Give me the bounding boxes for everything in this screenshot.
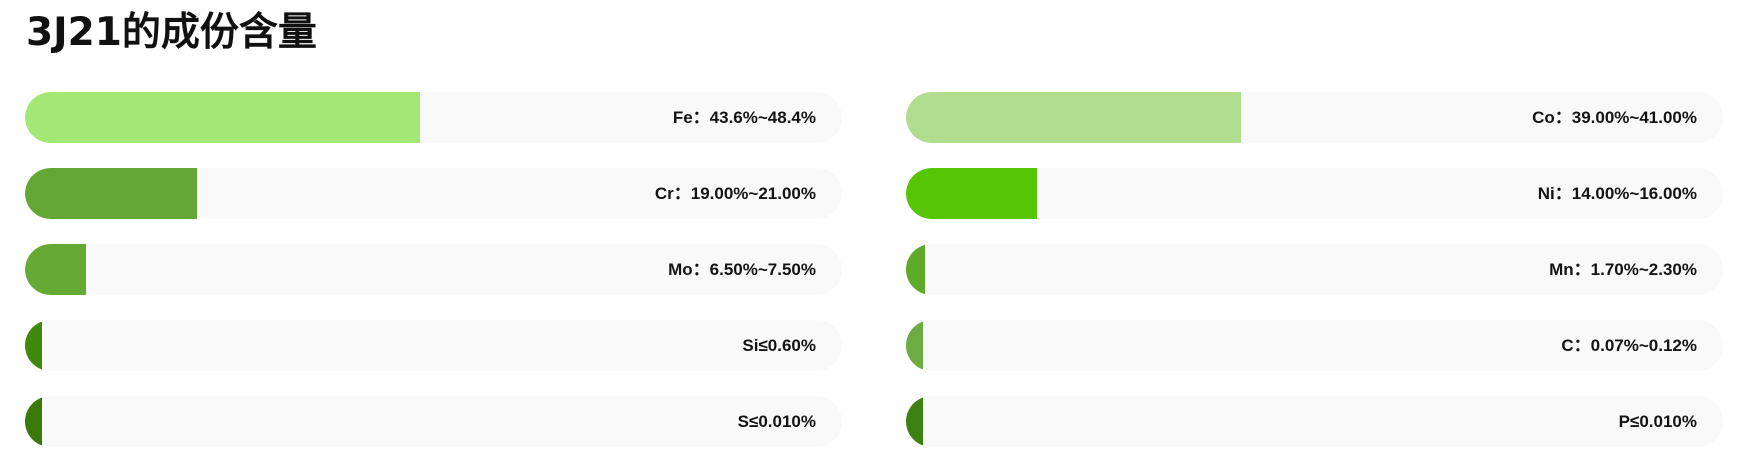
label-cr: Cr：19.00%~21.00%	[654, 184, 816, 203]
label-mo: Mo：6.50%~7.50%	[668, 260, 816, 279]
chart-title: 3J21的成份含量	[26, 10, 317, 55]
composition-row: C：0.07%~0.12%	[906, 320, 1723, 371]
composition-row: Mo：6.50%~7.50%	[25, 244, 842, 295]
bar-c	[906, 320, 923, 371]
label-ni: Ni：14.00%~16.00%	[1537, 184, 1697, 203]
bar-co	[906, 92, 1241, 143]
composition-row: S≤0.010%	[25, 396, 842, 447]
bar-cr	[25, 168, 197, 219]
bar-p	[906, 396, 923, 447]
composition-row: Si≤0.60%	[25, 320, 842, 371]
label-c: C：0.07%~0.12%	[1561, 336, 1697, 355]
bar-ni	[906, 168, 1037, 219]
composition-row: Fe：43.6%~48.4%	[25, 92, 842, 143]
bar-fe	[25, 92, 421, 143]
bar-mo	[25, 244, 87, 295]
composition-row: Co：39.00%~41.00%	[906, 92, 1723, 143]
composition-column-right: Co：39.00%~41.00% Ni：14.00%~16.00% Mn：1.7…	[906, 92, 1723, 472]
composition-row: P≤0.010%	[906, 396, 1723, 447]
composition-row: Ni：14.00%~16.00%	[906, 168, 1723, 219]
label-mn: Mn：1.70%~2.30%	[1549, 260, 1697, 279]
label-p: P≤0.010%	[1618, 412, 1697, 431]
label-si: Si≤0.60%	[742, 336, 816, 355]
bar-s	[25, 396, 42, 447]
label-co: Co：39.00%~41.00%	[1532, 108, 1697, 127]
composition-row: Mn：1.70%~2.30%	[906, 244, 1723, 295]
composition-row: Cr：19.00%~21.00%	[25, 168, 842, 219]
composition-column-left: Fe：43.6%~48.4% Cr：19.00%~21.00% Mo：6.50%…	[25, 92, 842, 472]
label-fe: Fe：43.6%~48.4%	[672, 108, 816, 127]
label-s: S≤0.010%	[737, 412, 816, 431]
bar-si	[25, 320, 42, 371]
bar-mn	[906, 244, 925, 295]
